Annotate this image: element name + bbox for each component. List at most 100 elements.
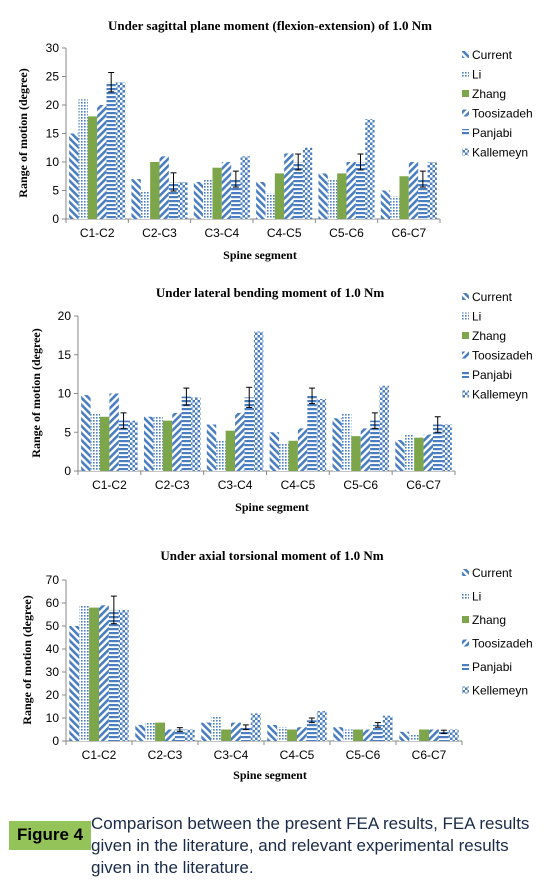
y-tick-label: 20 (46, 98, 60, 112)
x-axis-label: Spine segment (233, 768, 307, 782)
y-tick-label: 0 (64, 464, 71, 478)
bar-li-c4-c5 (279, 443, 289, 471)
error-bar-c5-c6 (374, 722, 381, 728)
bar-current-c4-c5 (267, 724, 278, 741)
bar-toosizadeh-c5-c6 (346, 162, 356, 219)
y-tick-label: 40 (46, 642, 60, 656)
bar-zhang-c1-c2 (89, 607, 99, 741)
bar-li-c1-c2 (79, 605, 90, 741)
error-bar-c6-c7 (434, 416, 441, 433)
y-tick-label: 10 (46, 711, 60, 725)
x-tick-label: C5-C6 (343, 478, 378, 492)
bar-current-c3-c4 (201, 722, 212, 741)
y-axis-label: Range of motion (degree) (29, 328, 43, 457)
bar-panjabi-c6-c7 (438, 731, 449, 741)
bar-toosizadeh-c5-c6 (360, 428, 371, 471)
error-bar-c3-c4 (232, 170, 239, 188)
x-tick-label: C5-C6 (329, 226, 364, 240)
y-tick-label: 30 (46, 41, 60, 55)
legend-label-zhang: Zhang (472, 613, 506, 627)
y-tick-label: 0 (52, 734, 59, 748)
x-tick-label: C3-C4 (204, 226, 239, 240)
bar-current-c4-c5 (256, 181, 266, 219)
y-tick-label: 5 (52, 184, 59, 198)
error-bar-c1-c2 (110, 595, 117, 625)
legend: Current Li Zhang Toosizadeh Panjabi Kallemeyn (462, 290, 533, 402)
bar-kallemeyn-c5-c6 (379, 385, 390, 471)
bar-current-c2-c3 (135, 724, 146, 741)
bar-kellemeyn-c4-c5 (316, 711, 327, 741)
y-tick-label: 10 (46, 155, 60, 169)
bar-zhang-c6-c7 (419, 729, 429, 741)
bar-li-c4-c5 (277, 727, 288, 741)
error-bar-c3-c4 (246, 386, 253, 408)
bar-kellemeyn-c2-c3 (184, 729, 195, 741)
y-tick-label: 0 (52, 212, 59, 226)
legend-swatch-li (462, 592, 469, 600)
bar-toosizadeh-c5-c6 (363, 729, 373, 741)
error-bar-c4-c5 (309, 387, 316, 405)
bar-panjabi-c6-c7 (433, 424, 443, 471)
bar-current-c3-c4 (206, 424, 217, 471)
bar-kallemeyn-c6-c7 (427, 162, 437, 219)
y-tick-label: 60 (46, 596, 60, 610)
legend-label-kallemeyn: Kallemeyn (472, 146, 528, 160)
legend-swatch-panjabi (462, 371, 469, 378)
bar-kallemeyn-c4-c5 (302, 147, 313, 219)
bar-toosizadeh-c1-c2 (97, 105, 107, 219)
y-tick-label: 5 (64, 425, 71, 439)
bar-zhang-c1-c2 (87, 116, 98, 219)
bar-zhang-c5-c6 (351, 436, 361, 471)
bar-toosizadeh-c4-c5 (297, 428, 308, 471)
legend-swatch-current (462, 293, 469, 300)
bar-kallemeyn-c3-c4 (240, 156, 250, 219)
legend-swatch-li (462, 70, 469, 78)
legend-swatch-panjabi (462, 129, 469, 136)
bar-kellemeyn-c6-c7 (448, 729, 459, 741)
error-bar-c5-c6 (371, 412, 378, 429)
legend-swatch-current (462, 51, 469, 58)
bar-kallemeyn-c5-c6 (365, 119, 375, 219)
bar-kallemeyn-c1-c2 (115, 82, 126, 219)
legend-label-current: Current (472, 290, 513, 304)
bar-zhang-c5-c6 (353, 729, 363, 741)
x-tick-label: C6-C7 (391, 226, 426, 240)
bar-current-c1-c2 (69, 133, 79, 219)
bar-li-c5-c6 (327, 179, 338, 219)
bar-kallemeyn-c2-c3 (178, 181, 188, 219)
bar-li-c2-c3 (145, 722, 156, 741)
bar-panjabi-c4-c5 (307, 395, 317, 471)
bar-zhang-c2-c3 (150, 162, 160, 219)
figure-caption: Figure 4 Comparison between the present … (0, 808, 549, 888)
bar-kallemeyn-c2-c3 (191, 397, 201, 471)
bar-kallemeyn-c1-c2 (128, 420, 138, 471)
legend-label-zhang: Zhang (472, 329, 506, 343)
bar-li-c6-c7 (409, 734, 420, 741)
bar-panjabi-c4-c5 (293, 162, 303, 219)
error-bar-c2-c3 (176, 727, 183, 732)
bar-panjabi-c5-c6 (372, 724, 383, 741)
bar-li-c3-c4 (211, 715, 222, 741)
bar-panjabi-c6-c7 (418, 179, 428, 219)
bar-panjabi-c5-c6 (355, 162, 366, 219)
bar-panjabi-c3-c4 (231, 179, 241, 219)
chart-title: Under lateral bending moment of 1.0 Nm (156, 285, 385, 300)
bar-panjabi-c5-c6 (370, 420, 380, 471)
x-axis-label: Spine segment (223, 248, 297, 262)
legend-label-panjabi: Panjabi (472, 660, 512, 674)
bar-zhang-c4-c5 (287, 729, 297, 741)
bar-toosizadeh-c2-c3 (165, 729, 175, 741)
legend-label-panjabi: Panjabi (472, 126, 512, 140)
bar-current-c6-c7 (380, 190, 391, 219)
bar-current-c2-c3 (131, 179, 141, 219)
x-tick-label: C3-C4 (214, 748, 249, 762)
legend-swatch-kallemeyn (462, 148, 469, 156)
bar-current-c5-c6 (332, 418, 342, 471)
x-tick-label: C2-C3 (155, 478, 190, 492)
x-tick-label: C4-C5 (267, 226, 302, 240)
bar-panjabi-c2-c3 (168, 181, 179, 219)
bar-toosizadeh-c2-c3 (172, 412, 182, 471)
y-tick-label: 30 (46, 665, 60, 679)
y-tick-label: 20 (58, 309, 72, 323)
x-axis-label: Spine segment (235, 500, 309, 514)
